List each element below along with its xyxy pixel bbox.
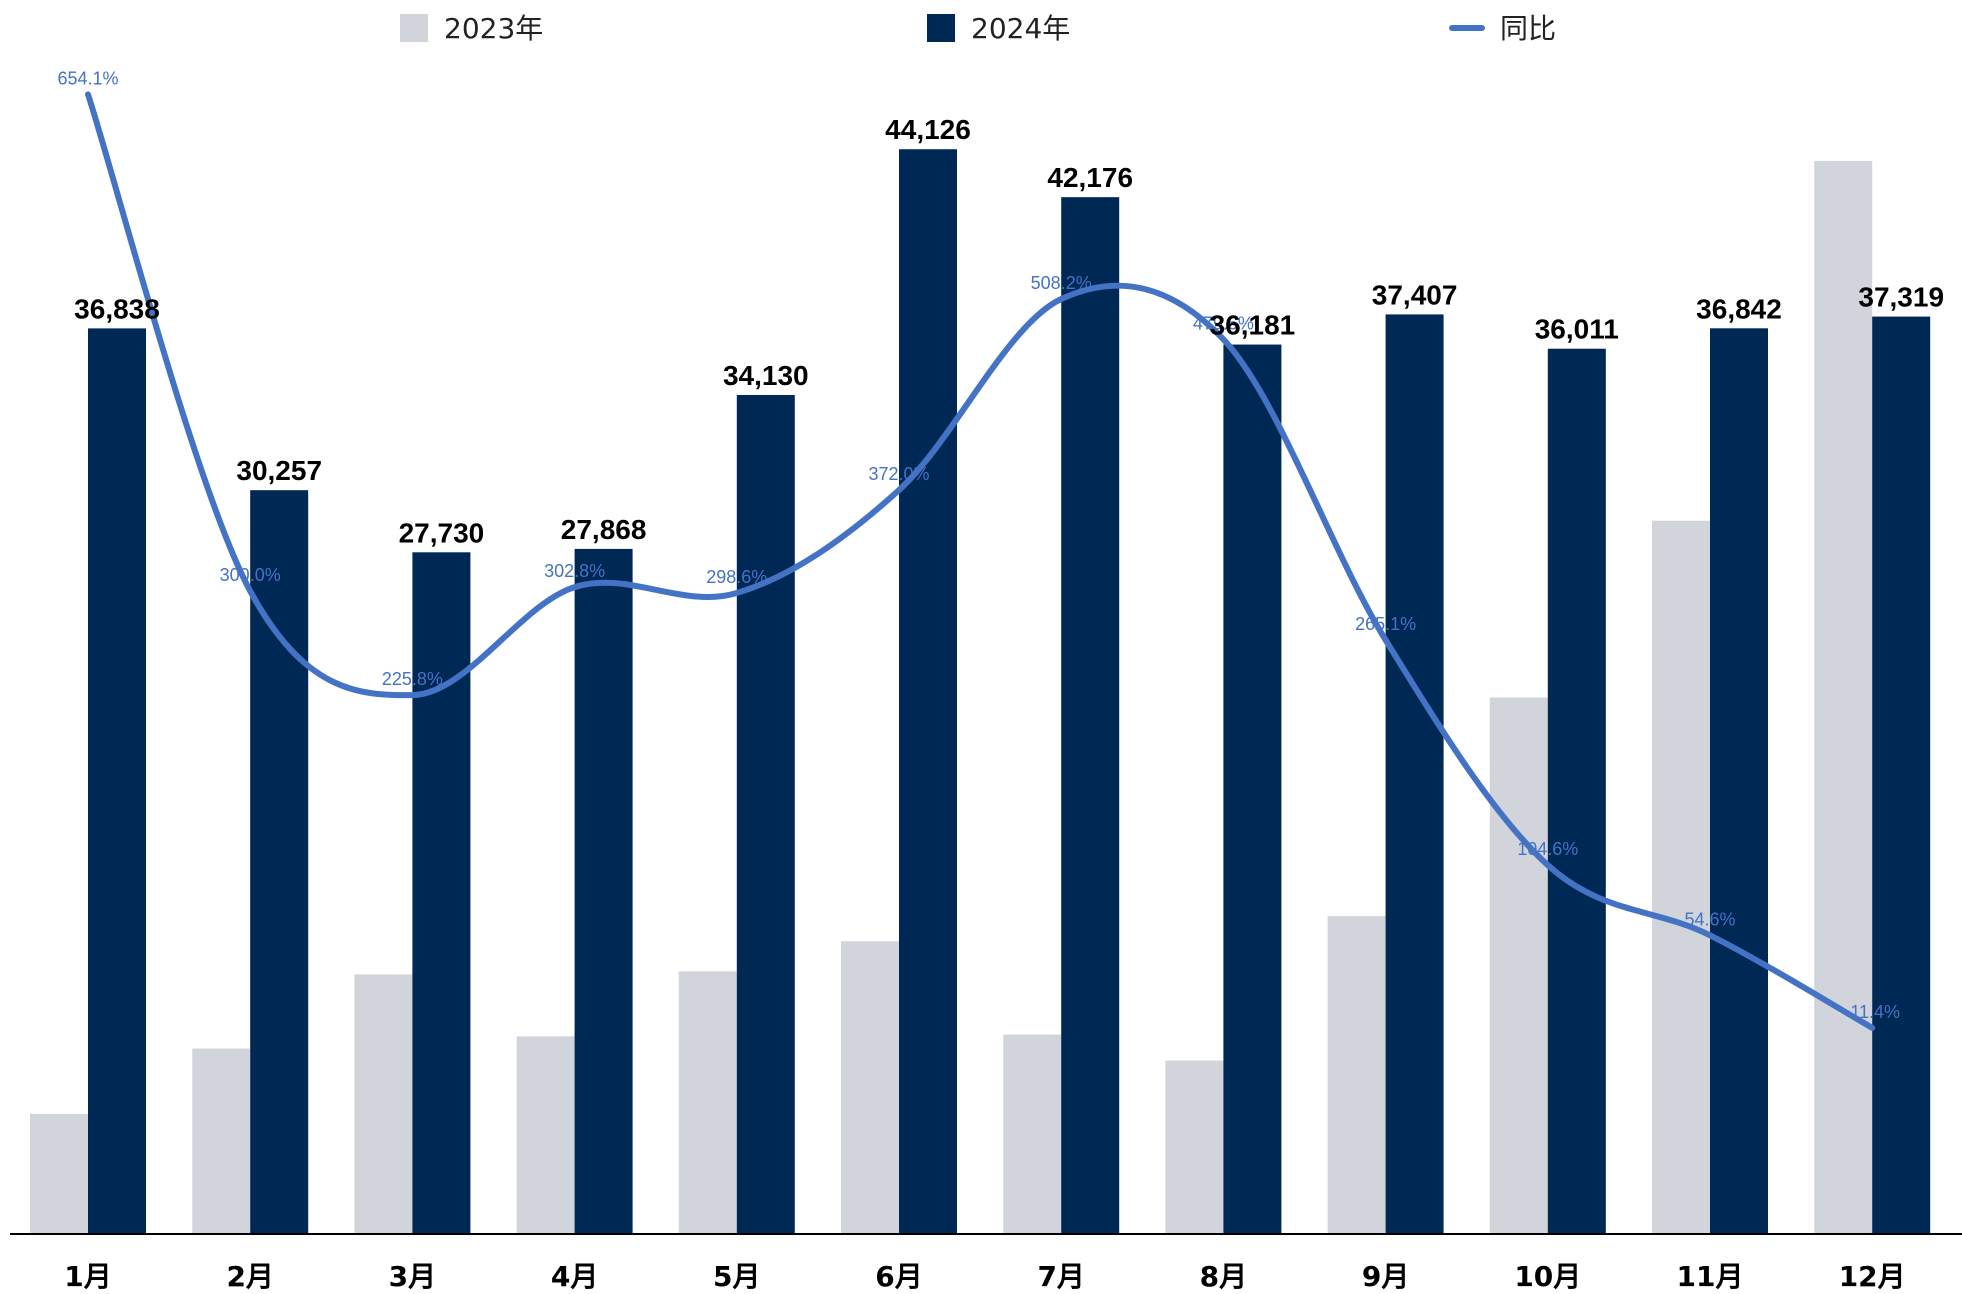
bar-value-labels: 36,838 30,257 27,730 27,868 34,130 44,126 42,1… [74,114,1944,548]
yoy-line [85,91,1876,1031]
bar-2024-3 [412,552,471,1234]
yoy-label-8: 479.5% [1193,313,1254,333]
bar-2024-label-10: 36,011 [1535,314,1619,345]
yoy-label-1: 654.1% [57,68,118,88]
bar-2024-label-3: 27,730 [399,517,485,548]
x-tick-1: 1月 [64,1260,111,1293]
x-tick-9: 9月 [1362,1260,1409,1293]
x-axis-ticks: 1月 2月 3月 4月 5月 6月 7月 8月 9月 10月 11月 12月 [64,1260,1905,1293]
yoy-label-2: 300.0% [220,565,281,585]
bar-2024-label-4: 27,868 [561,514,647,545]
bar-2023-7 [1003,1034,1062,1234]
legend-label-2023: 2023年 [444,12,543,45]
x-tick-6: 6月 [875,1260,922,1293]
bar-2024-label-7: 42,176 [1047,162,1133,193]
x-tick-5: 5月 [713,1260,760,1293]
x-tick-3: 3月 [389,1260,436,1293]
legend: 2023年 2024年 同比 [400,12,1556,45]
bar-2024-label-8: 36,181 [1210,310,1296,341]
bar-2024-1 [88,328,146,1234]
bar-2023-12 [1814,160,1873,1234]
x-tick-2: 2月 [226,1260,273,1293]
bars [30,149,1931,1234]
x-tick-11: 11月 [1677,1260,1744,1293]
yoy-label-9: 265.1% [1355,614,1416,634]
bar-2023-11 [1652,520,1710,1234]
legend-swatch-2023 [400,14,428,42]
yoy-label-5: 298.6% [706,567,767,587]
bar-2024-4 [574,548,633,1234]
bar-2024-label-12: 37,319 [1858,282,1944,313]
legend-swatch-2024 [927,14,955,42]
yoy-label-7: 508.2% [1031,273,1092,293]
bar-2024-label-1: 36,838 [74,293,160,324]
bar-2024-2 [250,490,309,1234]
bar-2023-6 [841,941,899,1234]
yoy-label-4: 302.8% [544,561,605,581]
bar-2024-9 [1385,314,1444,1234]
bar-2024-8 [1223,344,1282,1234]
bar-2024-11 [1710,328,1768,1234]
x-tick-8: 8月 [1200,1260,1247,1293]
bar-2023-2 [192,1048,251,1234]
legend-label-2024: 2024年 [971,12,1070,45]
legend-label-yoy: 同比 [1500,12,1556,45]
yoy-line-series: 654.1% 300.0% 225.8% 302.8% 298.6% 372.0% 508.… [57,68,1900,1031]
bar-2023-10 [1489,697,1548,1234]
bar-2024-5 [736,394,795,1234]
x-tick-12: 12月 [1839,1260,1906,1293]
bar-2023-8 [1165,1060,1224,1234]
bar-2023-1 [30,1113,88,1234]
yoy-label-6: 372.0% [868,464,929,484]
yoy-label-3: 225.8% [382,669,443,689]
bar-2024-label-2: 30,257 [236,455,322,486]
yoy-label-11: 54.6% [1684,909,1735,929]
yoy-label-10: 104.6% [1517,839,1578,859]
bar-2024-label-5: 34,130 [723,360,809,391]
bar-2024-label-11: 36,842 [1696,293,1782,324]
bar-2023-9 [1327,916,1386,1234]
bar-2024-6 [899,149,957,1234]
bar-2024-label-9: 37,407 [1372,279,1458,310]
bar-2023-4 [516,1036,575,1234]
x-tick-10: 10月 [1514,1260,1581,1293]
bar-2023-3 [354,974,413,1234]
bar-2024-10 [1547,348,1606,1234]
bar-2023-5 [678,971,737,1234]
bar-2024-7 [1061,197,1120,1234]
yoy-label-12: -11.4% [1844,1002,1900,1022]
bar-2024-label-6: 44,126 [885,114,971,145]
x-tick-4: 4月 [551,1260,598,1293]
x-tick-7: 7月 [1037,1260,1084,1293]
bar-2024-12 [1872,316,1931,1234]
